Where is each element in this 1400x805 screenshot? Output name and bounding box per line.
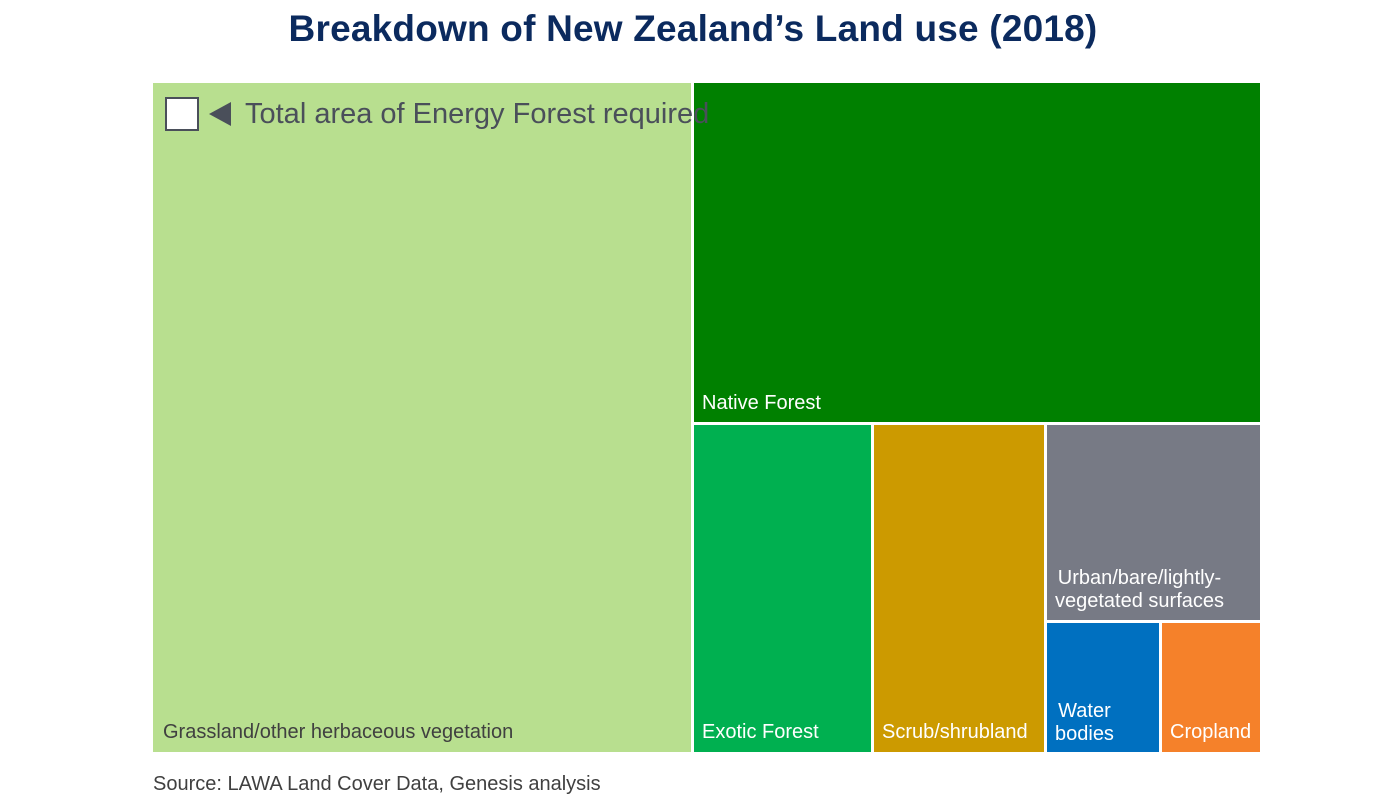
- tile-urban: Urban/bare/lightly- vegetated surfaces: [1047, 425, 1260, 620]
- treemap-chart: Grassland/other herbaceous vegetation Na…: [153, 83, 1260, 752]
- label-cropland: Cropland: [1170, 721, 1252, 743]
- energy-forest-square-icon: [165, 97, 199, 131]
- energy-forest-label: Total area of Energy Forest required: [245, 97, 710, 130]
- tile-grassland: Grassland/other herbaceous vegetation: [153, 83, 691, 752]
- tile-cropland: Cropland: [1162, 623, 1260, 752]
- left-arrow-icon: [209, 102, 231, 126]
- label-native-forest: Native Forest: [702, 392, 821, 414]
- tile-water: Water bodies: [1047, 623, 1159, 752]
- label-grassland: Grassland/other herbaceous vegetation: [163, 721, 514, 743]
- chart-title: Breakdown of New Zealand’s Land use (201…: [288, 8, 1098, 49]
- label-scrub: Scrub/shrubland: [882, 721, 1028, 743]
- tile-exotic-forest: Exotic Forest: [694, 425, 871, 752]
- source-note: Source: LAWA Land Cover Data, Genesis an…: [153, 773, 601, 795]
- tile-native-forest: Native Forest: [694, 83, 1260, 422]
- tile-scrub: Scrub/shrubland: [874, 425, 1044, 752]
- label-urban: Urban/bare/lightly- vegetated surfaces: [1055, 567, 1224, 612]
- label-water: Water bodies: [1055, 700, 1114, 745]
- label-exotic-forest: Exotic Forest: [702, 721, 819, 743]
- energy-forest-note: Total area of Energy Forest required: [165, 97, 709, 131]
